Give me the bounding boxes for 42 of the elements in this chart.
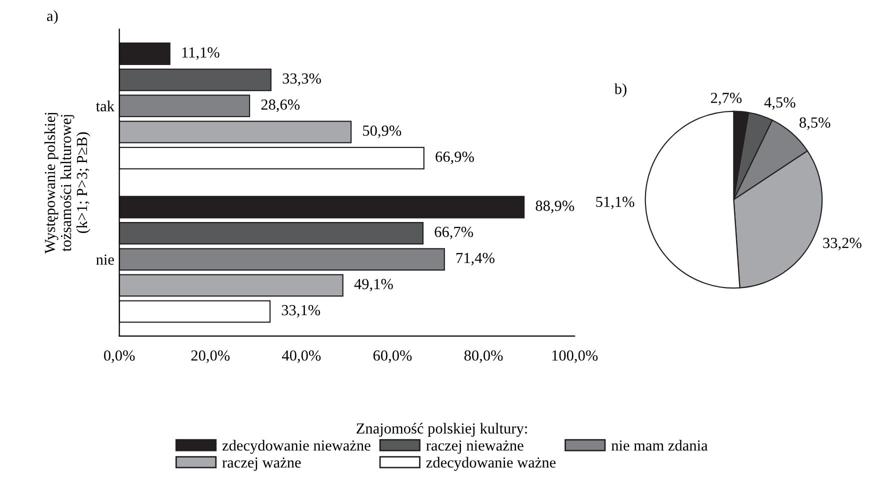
bar bbox=[119, 196, 525, 218]
data-label: 8,5% bbox=[800, 117, 830, 130]
legend-label: zdecydowanie nieważne bbox=[222, 440, 370, 454]
legend-label: raczej ważne bbox=[222, 457, 301, 471]
bar bbox=[119, 120, 352, 144]
chart-title: a) bbox=[47, 10, 58, 24]
bar bbox=[119, 248, 445, 271]
x-tick-label: 0,0% bbox=[104, 350, 135, 363]
text: 33,1% bbox=[282, 305, 320, 318]
text: 28,6% bbox=[261, 99, 300, 112]
bar bbox=[119, 300, 271, 323]
legend-title: Znajomość polskiej kultury: bbox=[356, 422, 527, 437]
x-tick-label: 80,0% bbox=[464, 350, 503, 363]
text: 66,9% bbox=[436, 152, 474, 164]
bar bbox=[119, 68, 272, 92]
data-label: 51,1% bbox=[596, 196, 634, 210]
legend-label: zdecydowanie ważne bbox=[426, 456, 556, 471]
legend-label: raczej nieważne bbox=[426, 440, 524, 454]
data-label: 2,7% bbox=[710, 92, 742, 106]
data-label: 33,2% bbox=[823, 238, 862, 250]
bar bbox=[119, 274, 344, 297]
bar bbox=[119, 222, 424, 244]
chart-title: b) bbox=[614, 83, 626, 98]
bar bbox=[119, 42, 170, 66]
text: 71,4% bbox=[456, 252, 494, 266]
x-tick-label: 60,0% bbox=[373, 350, 412, 363]
y-axis-title: Występowanie polskiej tożsamości kulturowej (k>1; P>3; P≥B) bbox=[44, 112, 90, 254]
x-tick-label: 20,0% bbox=[191, 350, 230, 363]
x-tick-label: 40,0% bbox=[282, 350, 321, 363]
y-tick-label: tak bbox=[96, 100, 114, 112]
text: 11,1% bbox=[182, 47, 220, 60]
x-tick-label: 100,0% bbox=[552, 350, 598, 363]
text: 50,9% bbox=[363, 126, 402, 138]
y-tick-label: nie bbox=[96, 254, 114, 265]
legend-label: nie mam zdania bbox=[611, 440, 708, 451]
text: 49,1% bbox=[354, 278, 393, 292]
bar bbox=[119, 146, 424, 170]
text: 88,9% bbox=[536, 200, 574, 214]
text: 66,7% bbox=[434, 226, 474, 240]
text: 33,3% bbox=[282, 73, 321, 86]
data-label: 4,5% bbox=[764, 97, 796, 110]
bar bbox=[119, 94, 250, 118]
